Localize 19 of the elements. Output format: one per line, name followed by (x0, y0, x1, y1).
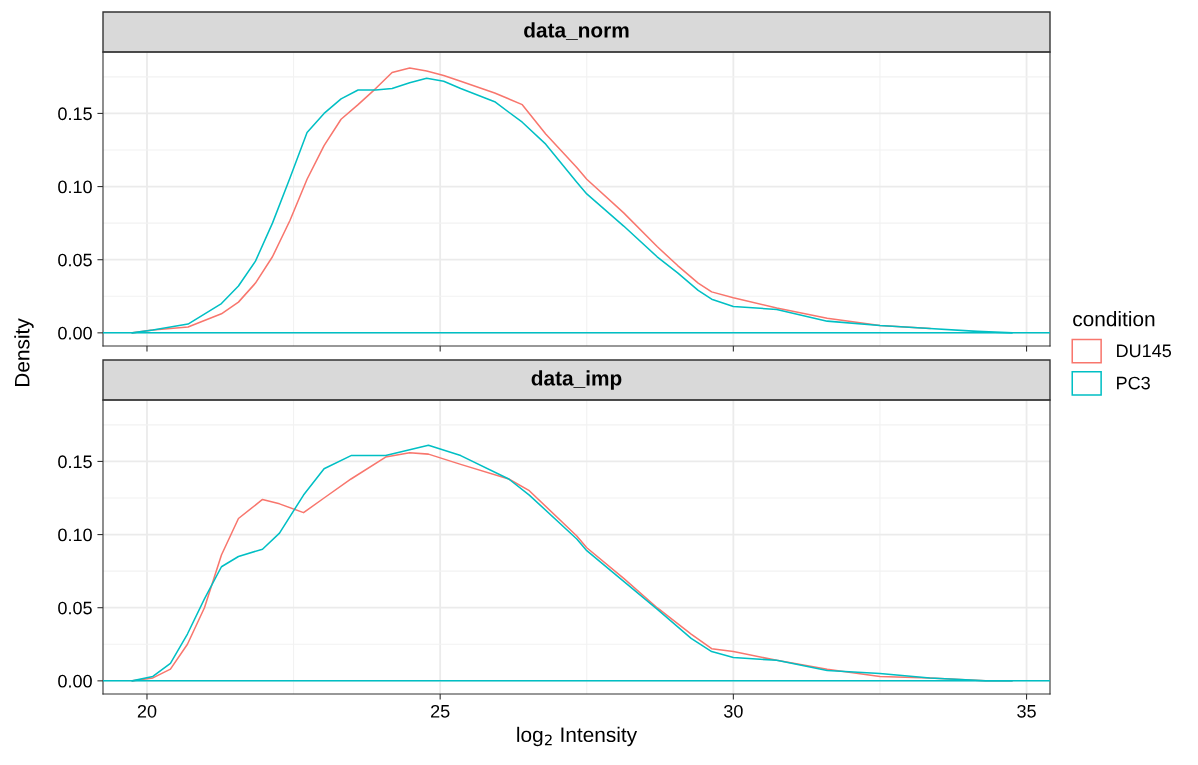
x-tick-label: 20 (137, 704, 157, 718)
y-tick-label: 0.00 (58, 326, 92, 340)
x-tick-label: 30 (724, 704, 743, 718)
x-axis-title: log$_{2}$ Intensity (517, 726, 638, 747)
legend-label: DU145 (1117, 344, 1172, 358)
y-tick-label: 0.00 (58, 674, 92, 688)
y-tick-label: 0.05 (58, 601, 92, 615)
legend-title: condition (1073, 311, 1155, 327)
chart-title: data_norm (524, 22, 629, 40)
x-tick-label: 35 (1017, 704, 1036, 718)
x-tick-label: 25 (431, 704, 450, 718)
y-axis-title: Density (14, 318, 34, 387)
y-tick-label: 0.05 (58, 253, 92, 267)
y-tick-label: 0.15 (58, 107, 92, 121)
chart-title: data_imp (531, 370, 622, 390)
y-tick-label: 0.10 (58, 180, 92, 194)
y-tick-label: 0.10 (58, 528, 92, 542)
y-tick-label: 0.15 (58, 455, 92, 469)
legend-label: PC3 (1117, 376, 1150, 390)
